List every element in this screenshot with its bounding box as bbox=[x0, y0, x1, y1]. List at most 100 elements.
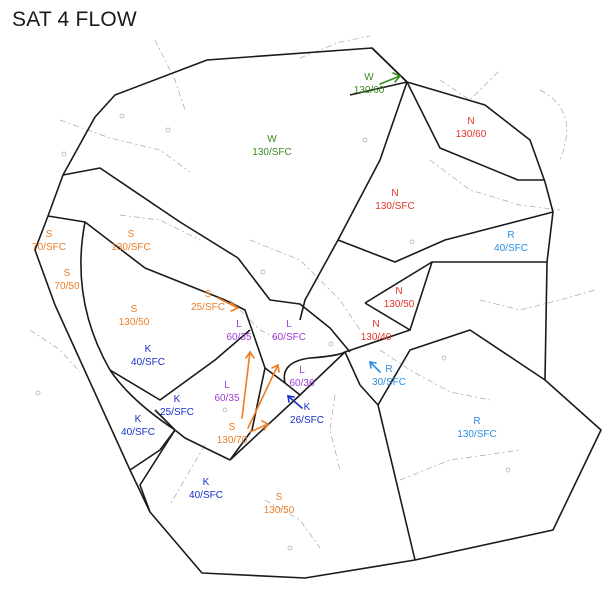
sector-altitude: 130/60 bbox=[354, 85, 385, 96]
boundary-ne-n-1 bbox=[406, 81, 545, 181]
sector-letter: W bbox=[267, 134, 277, 145]
flow-arrow-s-up-2 bbox=[247, 363, 280, 429]
sector-altitude: 30/SFC bbox=[372, 377, 406, 388]
flow-arrow-r bbox=[369, 361, 381, 373]
background-features bbox=[29, 35, 596, 549]
background-route-13 bbox=[229, 299, 281, 341]
marker-3 bbox=[260, 269, 266, 275]
sector-altitude: 40/SFC bbox=[494, 243, 528, 254]
sector-label-s-south: S 130/50 bbox=[264, 492, 295, 516]
sector-altitude: 70/50 bbox=[54, 281, 79, 292]
sector-altitude: 25/SFC bbox=[191, 302, 225, 313]
marker-5 bbox=[409, 239, 415, 245]
marker-6 bbox=[505, 467, 511, 473]
sector-altitude: 60/SFC bbox=[272, 332, 306, 343]
sector-label-r-east: R 40/SFC bbox=[494, 230, 528, 254]
sector-label-w-north: W 130/60 bbox=[354, 72, 385, 96]
sector-label-l-2: L 60/SFC bbox=[272, 319, 306, 343]
background-route-11 bbox=[29, 329, 81, 373]
sector-label-n-core: N 130/40 bbox=[361, 319, 392, 343]
sector-altitude: 130/40 bbox=[361, 332, 392, 343]
sector-altitude: 130/SFC bbox=[252, 147, 291, 158]
sector-altitude: 40/SFC bbox=[189, 490, 223, 501]
boundary-r-inner bbox=[409, 261, 433, 331]
sector-altitude: 40/SFC bbox=[121, 427, 155, 438]
sector-label-n-main: N 130/SFC bbox=[375, 188, 414, 212]
sector-letter: W bbox=[364, 72, 374, 83]
boundary-north-w-1 bbox=[349, 81, 408, 96]
boundary-se bbox=[377, 329, 546, 406]
sector-label-k-3: K 40/SFC bbox=[121, 414, 155, 438]
map-title: SAT 4 FLOW bbox=[12, 8, 137, 31]
background-route-3 bbox=[299, 35, 371, 59]
outer-boundary bbox=[34, 47, 602, 579]
sector-letter: S bbox=[46, 229, 53, 240]
sector-letter: S bbox=[64, 268, 71, 279]
sector-label-k-4: K 26/SFC bbox=[290, 402, 324, 426]
background-route-5 bbox=[539, 89, 567, 161]
sector-letter: L bbox=[286, 319, 292, 330]
sector-letter: L bbox=[236, 319, 242, 330]
background-route-6 bbox=[249, 239, 361, 331]
sector-letter: K bbox=[203, 477, 210, 488]
sector-letter: R bbox=[385, 364, 392, 375]
sector-letter: K bbox=[135, 414, 142, 425]
sector-letter: N bbox=[395, 286, 402, 297]
flow-arrow-s-up-1 bbox=[241, 350, 255, 419]
background-route-12 bbox=[439, 69, 501, 101]
sector-boundaries bbox=[34, 47, 602, 579]
boundary-north-w-2 bbox=[371, 47, 408, 83]
sector-letter: R bbox=[473, 416, 480, 427]
sector-altitude: 130/70 bbox=[217, 435, 248, 446]
sector-label-s-south-center: S 130/70 bbox=[217, 422, 248, 446]
sector-altitude: 40/SFC bbox=[131, 357, 165, 368]
boundary-l-arc bbox=[283, 351, 346, 384]
sector-letter: K bbox=[145, 344, 152, 355]
sector-label-l-4: L 60/36 bbox=[289, 365, 314, 389]
flow-arrow-s-inner bbox=[217, 297, 240, 312]
sector-letter: K bbox=[174, 394, 181, 405]
sector-altitude: 130/50 bbox=[264, 505, 295, 516]
flow-arrow-k bbox=[287, 395, 303, 409]
flow-arrows bbox=[217, 72, 402, 433]
sector-label-k-5: K 40/SFC bbox=[189, 477, 223, 501]
marker-11 bbox=[222, 407, 228, 413]
sector-altitude: 130/50 bbox=[384, 299, 415, 310]
sector-altitude: 25/SFC bbox=[160, 407, 194, 418]
sector-altitude: 70/SFC bbox=[32, 242, 66, 253]
boundary-east-r bbox=[337, 211, 554, 263]
sector-altitude: 130/60 bbox=[456, 129, 487, 140]
background-route-2 bbox=[154, 39, 186, 111]
background-route-16 bbox=[329, 394, 341, 471]
boundary-k-center bbox=[229, 351, 346, 461]
sector-label-k-1: K 40/SFC bbox=[131, 344, 165, 368]
sector-label-n-inner: N 130/50 bbox=[384, 286, 415, 310]
sector-altitude: 60/35 bbox=[226, 332, 251, 343]
marker-9 bbox=[35, 390, 41, 396]
sector-label-s-west-1: S 70/SFC bbox=[32, 229, 66, 253]
boundary-inner-n bbox=[364, 261, 547, 304]
sector-altitude: 130/SFC bbox=[111, 242, 150, 253]
background-route-8 bbox=[169, 444, 206, 506]
boundary-west-arc bbox=[80, 221, 176, 431]
sector-labels: W 130/60 W 130/SFC N 130/60 N 130/SFC N 130/50 N 13… bbox=[32, 72, 528, 516]
boundary-inner-n-2 bbox=[344, 302, 411, 386]
sector-label-l-1: L 60/35 bbox=[226, 319, 251, 343]
sector-letter: K bbox=[304, 402, 311, 413]
sector-altitude: 130/SFC bbox=[457, 429, 496, 440]
sector-label-s-west-2: S 130/SFC bbox=[111, 229, 150, 253]
sector-letter: L bbox=[224, 380, 230, 391]
background-markers bbox=[35, 113, 511, 551]
marker-1 bbox=[165, 127, 171, 133]
sector-letter: N bbox=[467, 116, 474, 127]
sector-altitude: 26/SFC bbox=[290, 415, 324, 426]
boundary-k-west bbox=[109, 329, 251, 401]
boundary-r-split bbox=[359, 384, 416, 561]
marker-12 bbox=[362, 137, 368, 143]
marker-10 bbox=[441, 355, 447, 361]
marker-7 bbox=[287, 545, 293, 551]
boundary-nw-2 bbox=[47, 215, 226, 301]
sector-letter: S bbox=[229, 422, 236, 433]
